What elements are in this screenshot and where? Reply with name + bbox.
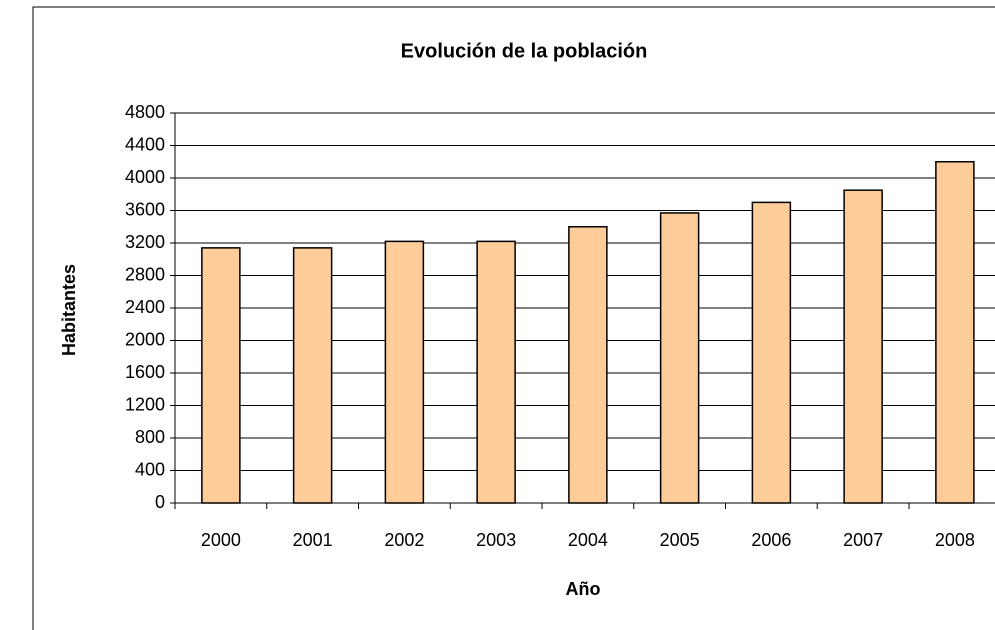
- y-tick-label: 2000: [125, 329, 165, 349]
- x-tick-label: 2001: [293, 530, 333, 550]
- y-tick-label: 4400: [125, 134, 165, 154]
- x-tick-label: 2006: [751, 530, 791, 550]
- y-tick-label: 3600: [125, 199, 165, 219]
- chart-frame: [32, 6, 995, 630]
- bar: [751, 201, 792, 504]
- x-tick-label: 2003: [476, 530, 516, 550]
- y-axis-label: Habitantes: [59, 264, 79, 356]
- x-tick-label: 2008: [935, 530, 975, 550]
- bar: [292, 247, 333, 504]
- y-tick-label: 4000: [125, 167, 165, 187]
- x-tick-label: 2007: [843, 530, 883, 550]
- chart-title: Evolución de la población: [401, 40, 648, 62]
- y-tick-label: 400: [135, 459, 165, 479]
- y-tick-label: 3200: [125, 232, 165, 252]
- x-axis-label: Año: [566, 579, 601, 599]
- bar: [384, 240, 425, 504]
- bar: [843, 189, 883, 504]
- y-tick-label: 2400: [125, 297, 165, 317]
- y-tick-label: 2800: [125, 264, 165, 284]
- y-tick-label: 4800: [125, 102, 165, 122]
- bar: [659, 212, 700, 504]
- x-tick-label: 2002: [384, 530, 424, 550]
- y-tick-label: 800: [135, 427, 165, 447]
- bar: [476, 240, 516, 504]
- y-tick-label: 1200: [125, 394, 165, 414]
- y-tick-label: 1600: [125, 362, 165, 382]
- x-tick-label: 2000: [201, 530, 241, 550]
- y-tick-label: 0: [155, 492, 165, 512]
- bar: [201, 247, 241, 504]
- bar: [568, 226, 608, 504]
- x-tick-label: 2004: [568, 530, 608, 550]
- x-tick-label: 2005: [660, 530, 700, 550]
- bar: [935, 161, 975, 504]
